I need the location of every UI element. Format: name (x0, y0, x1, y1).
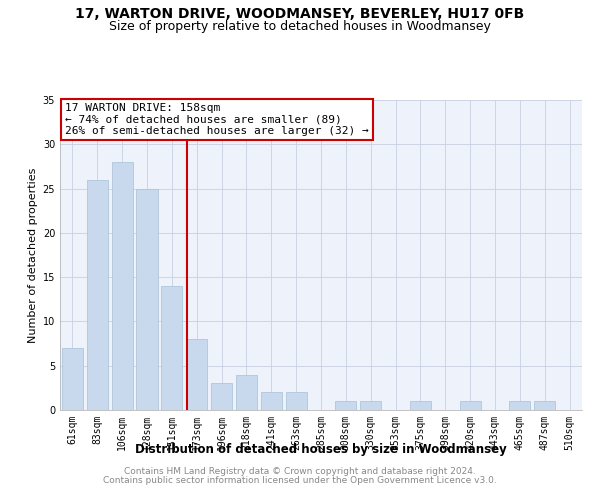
Bar (509, 401, 530, 410)
Bar (87, 180, 108, 410)
Bar (136, 188, 158, 410)
Text: Size of property relative to detached houses in Woodmansey: Size of property relative to detached ho… (109, 20, 491, 33)
Bar (534, 401, 555, 410)
Text: Contains HM Land Registry data © Crown copyright and database right 2024.: Contains HM Land Registry data © Crown c… (124, 467, 476, 476)
Bar (112, 162, 133, 410)
Bar (161, 286, 182, 410)
Text: Distribution of detached houses by size in Woodmansey: Distribution of detached houses by size … (135, 442, 507, 456)
Bar (211, 384, 232, 410)
Bar (236, 374, 257, 410)
Bar (62, 348, 83, 410)
Text: 17, WARTON DRIVE, WOODMANSEY, BEVERLEY, HU17 0FB: 17, WARTON DRIVE, WOODMANSEY, BEVERLEY, … (76, 8, 524, 22)
Text: 17 WARTON DRIVE: 158sqm
← 74% of detached houses are smaller (89)
26% of semi-de: 17 WARTON DRIVE: 158sqm ← 74% of detache… (65, 103, 369, 136)
Bar (410, 401, 431, 410)
Bar (360, 401, 381, 410)
Bar (186, 339, 207, 410)
Bar (286, 392, 307, 410)
Y-axis label: Number of detached properties: Number of detached properties (28, 168, 38, 342)
Text: Contains public sector information licensed under the Open Government Licence v3: Contains public sector information licen… (103, 476, 497, 485)
Bar (335, 401, 356, 410)
Bar (261, 392, 282, 410)
Bar (460, 401, 481, 410)
